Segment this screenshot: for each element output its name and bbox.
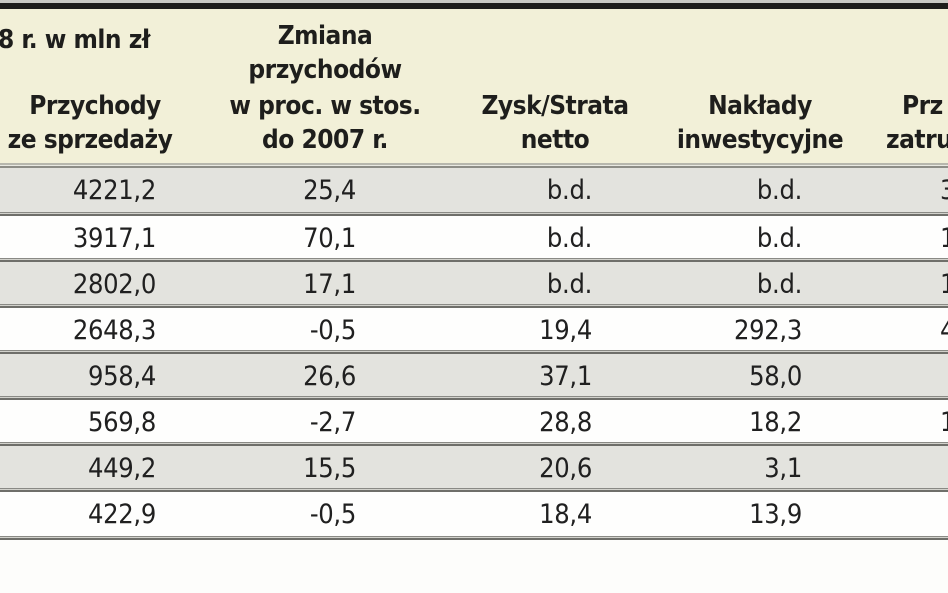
cell-przychody: 3917,1 xyxy=(72,223,156,254)
cell-zatrudnienie xyxy=(940,492,948,538)
header-przychody-line1: Przychody xyxy=(29,91,161,121)
cell-zmiana: -2,7 xyxy=(309,407,356,438)
row-divider xyxy=(0,258,948,262)
cell-przychody: 569,8 xyxy=(87,407,156,438)
row-divider xyxy=(0,442,948,446)
cell-naklady: b.d. xyxy=(756,175,802,206)
header-zysk-line2: netto xyxy=(520,125,590,155)
cell-przychody: 2648,3 xyxy=(72,315,156,346)
header-naklady-line2: inwestycyjne xyxy=(676,125,844,155)
cell-zatrudnienie: 1 xyxy=(940,407,948,438)
cell-naklady: b.d. xyxy=(756,223,802,254)
header-naklady-line1: Nakłady xyxy=(708,91,812,121)
cell-zysk: b.d. xyxy=(546,175,592,206)
table-row: 3917,1 70,1 b.d. b.d. 1 xyxy=(0,216,948,262)
cell-zmiana: 17,1 xyxy=(303,269,356,300)
table-header: 8 r. w mln zł Przychody ze sprzedaży Zmi… xyxy=(0,9,948,166)
cell-zatrudnienie: 1 xyxy=(940,223,948,254)
cell-przychody: 2802,0 xyxy=(72,269,156,300)
cell-naklady: 3,1 xyxy=(764,453,802,484)
cell-przychody: 449,2 xyxy=(87,453,156,484)
cell-przychody: 4221,2 xyxy=(72,175,156,206)
cell-przychody: 422,9 xyxy=(87,499,156,530)
header-zmiana-line1: Zmiana xyxy=(277,21,373,51)
header-zatrudnienie-line1: Prz xyxy=(902,91,943,121)
row-divider xyxy=(0,488,948,492)
group-header: 8 r. w mln zł xyxy=(0,25,151,55)
cell-naklady: 58,0 xyxy=(749,361,802,392)
cell-zysk: 20,6 xyxy=(539,453,592,484)
cell-zatrudnienie: 1 xyxy=(940,269,948,300)
cell-zmiana: 25,4 xyxy=(303,175,356,206)
cell-zysk: b.d. xyxy=(546,223,592,254)
cell-zmiana: -0,5 xyxy=(309,315,356,346)
cell-naklady: b.d. xyxy=(756,269,802,300)
table-row: 569,8 -2,7 28,8 18,2 1 xyxy=(0,400,948,446)
table-row: 2648,3 -0,5 19,4 292,3 4 xyxy=(0,308,948,354)
header-zmiana-line4: do 2007 r. xyxy=(262,125,388,155)
cell-zmiana: 26,6 xyxy=(303,361,356,392)
cell-zmiana: 15,5 xyxy=(303,453,356,484)
header-zmiana-line2: przychodów xyxy=(248,55,402,85)
row-divider xyxy=(0,304,948,308)
header-divider xyxy=(0,163,948,168)
row-divider xyxy=(0,396,948,400)
row-divider xyxy=(0,212,948,216)
cell-zysk: 18,4 xyxy=(539,499,592,530)
cell-zatrudnienie: 3 xyxy=(940,175,948,206)
cell-przychody: 958,4 xyxy=(87,361,156,392)
header-zmiana-line3: w proc. w stos. xyxy=(229,91,421,121)
cell-zysk: 28,8 xyxy=(539,407,592,438)
header-przychody-line2: ze sprzedaży xyxy=(7,125,173,155)
table-row: 2802,0 17,1 b.d. b.d. 1 xyxy=(0,262,948,308)
cell-zatrudnienie xyxy=(940,354,948,400)
table-bottom-rule xyxy=(0,536,948,540)
cell-zatrudnienie: 4 xyxy=(940,315,948,346)
header-zysk-line1: Zysk/Strata xyxy=(481,91,629,121)
top-rule xyxy=(0,3,948,9)
cell-zysk: 37,1 xyxy=(539,361,592,392)
cell-zmiana: -0,5 xyxy=(309,499,356,530)
cell-naklady: 18,2 xyxy=(749,407,802,438)
top-strip xyxy=(0,0,948,3)
cell-naklady: 292,3 xyxy=(733,315,802,346)
row-divider xyxy=(0,350,948,354)
table-row: 422,9 -0,5 18,4 13,9 xyxy=(0,492,948,538)
cell-zmiana: 70,1 xyxy=(303,223,356,254)
table-row: 449,2 15,5 20,6 3,1 xyxy=(0,446,948,492)
cell-zysk: b.d. xyxy=(546,269,592,300)
table-row: 4221,2 25,4 b.d. b.d. 3 xyxy=(0,168,948,214)
cell-zatrudnienie xyxy=(940,446,948,492)
cell-zysk: 19,4 xyxy=(539,315,592,346)
table-row: 958,4 26,6 37,1 58,0 xyxy=(0,354,948,400)
header-zatrudnienie-line2: zatru xyxy=(886,125,948,155)
cell-naklady: 13,9 xyxy=(749,499,802,530)
